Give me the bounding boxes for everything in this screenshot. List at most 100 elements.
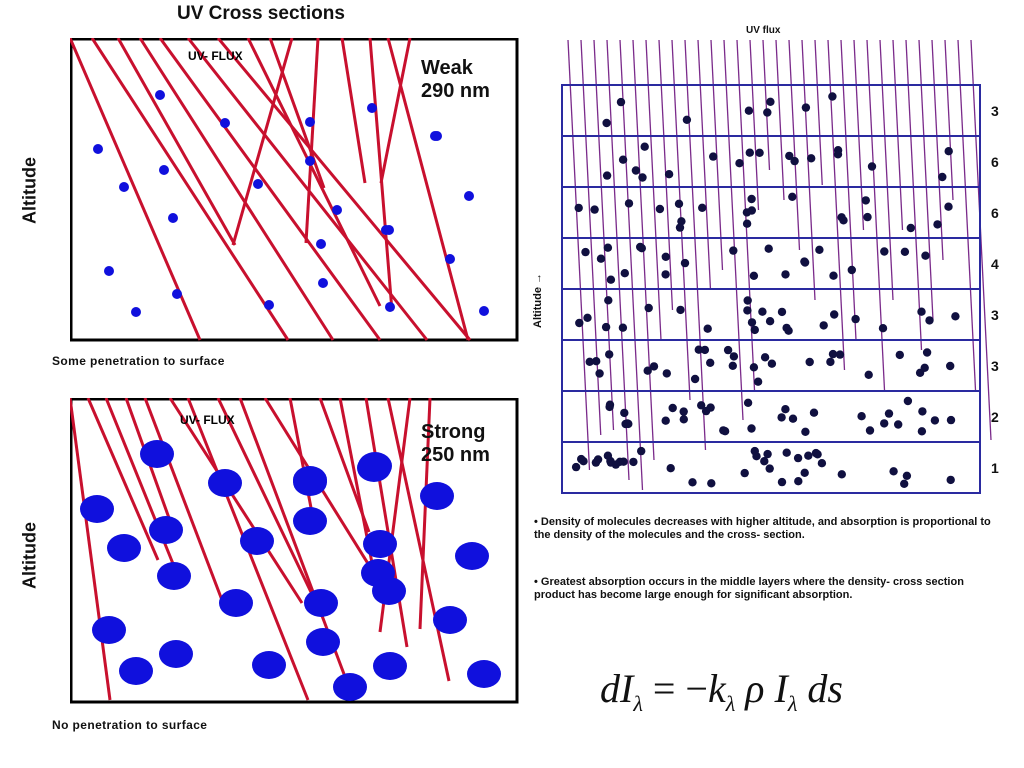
molecule xyxy=(760,457,769,466)
molecule xyxy=(649,362,659,371)
molecule xyxy=(906,223,915,233)
molecule xyxy=(851,314,860,324)
flux-line xyxy=(944,40,954,201)
molecule xyxy=(735,159,744,168)
molecule xyxy=(801,427,810,436)
molecule xyxy=(662,369,671,378)
layers-diagram xyxy=(561,40,992,494)
molecule xyxy=(800,258,810,267)
molecule xyxy=(900,479,909,488)
uv-ray xyxy=(168,398,304,604)
molecule xyxy=(743,296,752,305)
uv-ray xyxy=(340,38,367,184)
uv-ray xyxy=(418,398,432,630)
molecule xyxy=(666,464,675,473)
molecule xyxy=(740,468,749,478)
molecule xyxy=(880,419,889,428)
molecule xyxy=(332,205,342,215)
molecule xyxy=(805,357,814,367)
molecule xyxy=(743,398,753,407)
molecule xyxy=(785,151,794,161)
molecule xyxy=(629,457,638,467)
molecule xyxy=(938,172,947,182)
molecule xyxy=(758,307,767,316)
molecule xyxy=(697,401,706,410)
molecule xyxy=(744,106,754,115)
molecule xyxy=(433,606,467,634)
molecule xyxy=(760,353,770,362)
weak-altitude-label: Altitude xyxy=(19,157,40,224)
layer-molecules xyxy=(571,92,960,488)
molecule xyxy=(747,318,757,327)
molecule xyxy=(664,170,674,179)
molecule xyxy=(631,166,641,175)
molecule xyxy=(611,460,620,469)
molecule xyxy=(753,377,763,386)
flux-line xyxy=(606,40,630,481)
molecule xyxy=(252,651,286,679)
flux-line xyxy=(619,40,644,491)
molecule xyxy=(918,407,927,416)
molecule xyxy=(668,403,677,413)
uv-ray xyxy=(364,398,409,648)
flux-line xyxy=(762,40,771,171)
molecule xyxy=(571,462,581,472)
molecule xyxy=(867,162,877,171)
uv-ray xyxy=(158,38,382,341)
flux-line xyxy=(697,40,712,291)
molecule xyxy=(590,205,599,214)
molecule xyxy=(701,406,711,416)
molecule xyxy=(208,469,242,497)
molecule xyxy=(944,147,953,156)
molecule xyxy=(946,415,956,425)
molecule xyxy=(837,470,846,479)
molecule xyxy=(766,97,775,106)
uv-ray xyxy=(368,38,394,312)
molecule xyxy=(674,199,684,208)
molecule xyxy=(367,103,377,113)
molecule xyxy=(306,628,340,656)
molecule xyxy=(618,323,628,332)
weak-caption: Some penetration to surface xyxy=(52,354,225,368)
layer-grid xyxy=(561,84,981,494)
strong-panel: UV- FLUX xyxy=(70,398,519,704)
strong-caption: No penetration to surface xyxy=(52,718,208,732)
molecule xyxy=(889,467,898,476)
molecule xyxy=(729,352,739,361)
molecule xyxy=(620,269,629,278)
molecule xyxy=(811,448,821,458)
molecule xyxy=(661,270,670,279)
molecule xyxy=(603,243,613,252)
molecule xyxy=(581,247,590,257)
molecule xyxy=(575,318,584,328)
weak-wavelength-label: 290 nm xyxy=(421,80,490,102)
molecule xyxy=(749,271,759,280)
molecule xyxy=(624,199,634,208)
flux-line xyxy=(788,40,801,251)
molecule xyxy=(616,97,626,107)
flux-line xyxy=(814,40,823,186)
molecule xyxy=(944,202,953,211)
molecule xyxy=(777,413,786,422)
molecule xyxy=(80,495,114,523)
molecule xyxy=(828,92,837,101)
molecule xyxy=(917,307,926,316)
molecule xyxy=(917,427,927,436)
molecule xyxy=(679,415,688,424)
molecule xyxy=(264,300,274,310)
layer-value: 6 xyxy=(991,205,999,221)
flux-line xyxy=(905,40,923,351)
flux-line xyxy=(723,40,744,421)
molecule xyxy=(149,516,183,544)
molecule xyxy=(777,307,787,317)
layer-value: 1 xyxy=(991,460,999,476)
molecule xyxy=(788,414,798,423)
layer-value: 6 xyxy=(991,154,999,170)
molecule xyxy=(707,479,716,488)
molecule xyxy=(828,349,838,359)
uv-ray xyxy=(216,38,472,341)
molecule xyxy=(172,289,182,299)
molecule xyxy=(895,350,904,360)
molecule xyxy=(680,258,690,268)
layer-value: 3 xyxy=(991,358,999,374)
